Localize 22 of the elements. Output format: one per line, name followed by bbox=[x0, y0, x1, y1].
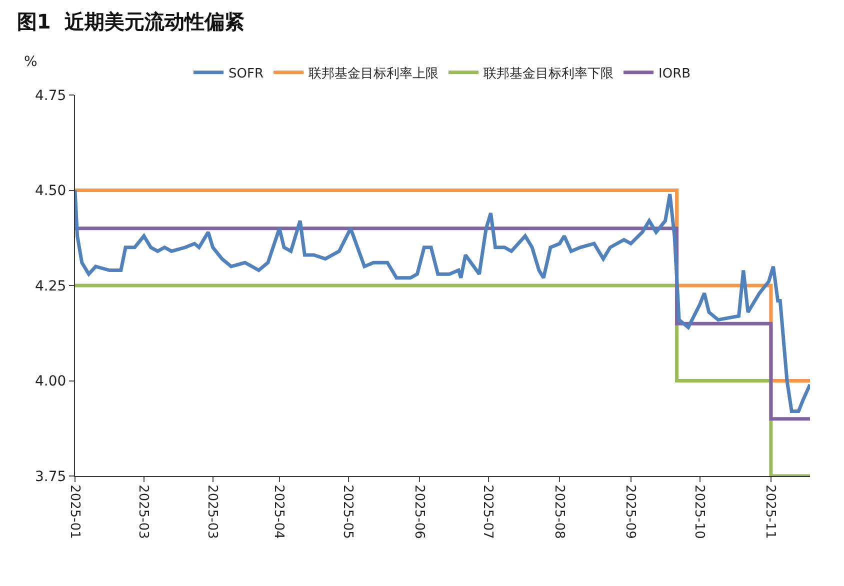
x-tick-label: 2025-04 bbox=[271, 484, 286, 539]
legend-label: 联邦基金目标利率下限 bbox=[484, 65, 614, 82]
x-tick-label: 2025-08 bbox=[551, 484, 566, 539]
x-tick-label: 2025-06 bbox=[411, 484, 426, 539]
legend-label: 联邦基金目标利率上限 bbox=[308, 65, 438, 82]
chart-title: 图1 近期美元流动性偏紧 bbox=[16, 10, 245, 34]
y-tick-label: 4.50 bbox=[35, 183, 66, 200]
x-tick-label: 2025-10 bbox=[692, 484, 707, 539]
y-tick-label: 4.75 bbox=[35, 88, 66, 104]
y-tick-label: 4.25 bbox=[35, 278, 66, 294]
y-axis-title: % bbox=[24, 54, 38, 70]
x-tick-label: 2025-03 bbox=[204, 484, 220, 539]
x-tick-label: 2025-05 bbox=[340, 484, 356, 539]
legend-label: SOFR bbox=[228, 66, 264, 82]
legend-label: IORB bbox=[658, 66, 691, 82]
x-tick-label: 2025-09 bbox=[622, 484, 638, 539]
x-tick-label: 2025-11 bbox=[762, 484, 778, 539]
x-tick-label: 2025-01 bbox=[66, 484, 82, 539]
y-tick-label: 4.00 bbox=[35, 374, 66, 390]
y-tick-label: 3.75 bbox=[35, 468, 66, 485]
x-tick-label: 2025-07 bbox=[480, 484, 496, 539]
x-tick-label: 2025-03 bbox=[136, 484, 151, 539]
